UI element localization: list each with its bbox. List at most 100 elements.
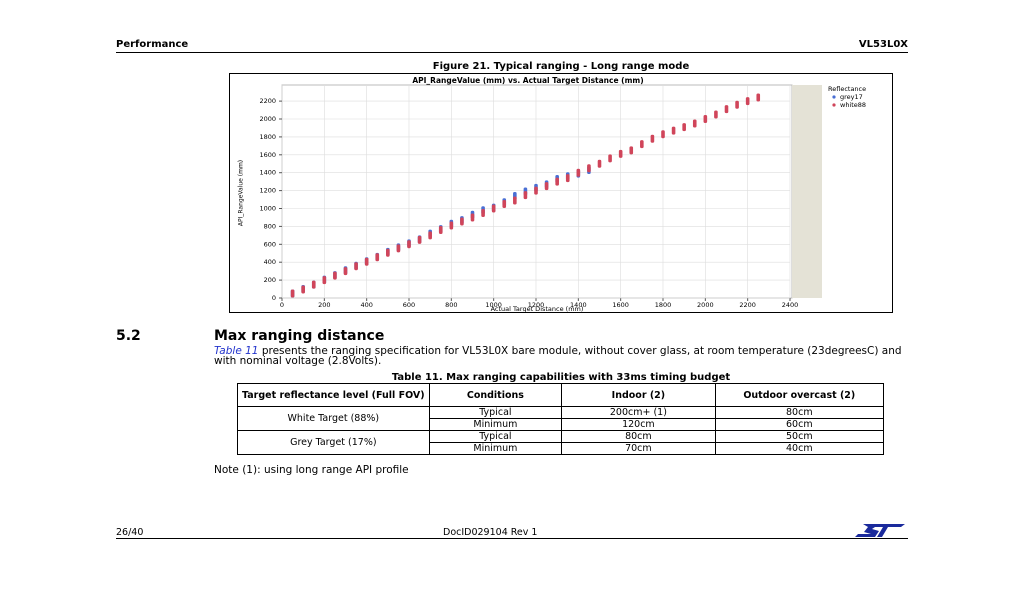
y-tick-label: 2000 [259, 115, 276, 123]
point [587, 164, 591, 173]
point [481, 208, 485, 217]
point [311, 280, 316, 289]
table-caption: Table 11. Max ranging capabilities with … [391, 372, 731, 383]
point [735, 100, 739, 109]
figure-caption: Figure 21. Typical ranging - Long range … [432, 61, 690, 72]
x-tick-label: 0 [280, 301, 284, 309]
point [502, 200, 507, 209]
point [745, 97, 750, 106]
link[interactable]: Table 11 [214, 345, 259, 357]
point [438, 225, 443, 234]
paragraph-text: presents the ranging specification for V… [214, 345, 902, 367]
point [428, 231, 432, 240]
footer-page: 26/40 [116, 527, 144, 538]
x-axis-label: Actual Target Distance (mm) [491, 305, 584, 313]
chart-title: API_RangeValue (mm) vs. Actual Target Di… [412, 76, 643, 85]
table: Target reflectance level (Full FOV) Condi… [237, 383, 885, 455]
footer-doc: DocID029104 Rev 1 [443, 527, 538, 538]
x-tick-label: 1000 [485, 301, 502, 309]
cell: 40cm [714, 442, 885, 455]
section-number: 5.2 [116, 328, 141, 344]
point [417, 235, 422, 244]
y-tick-label: 1400 [259, 169, 276, 177]
point [290, 289, 295, 298]
cell: 80cm [714, 406, 885, 419]
point [343, 267, 348, 276]
x-tick-label: 600 [403, 301, 415, 309]
chart: API_RangeValue (mm) vs. Actual Target Di… [229, 73, 893, 313]
point [491, 204, 496, 213]
cell: 200cm+ (1) [561, 406, 716, 419]
point [364, 257, 369, 266]
paragraph: Table 11 presents the ranging specificat… [214, 345, 904, 367]
cell: 60cm [714, 418, 885, 431]
y-tick-label: 200 [264, 276, 276, 284]
point [407, 240, 411, 249]
x-tick-label: 200 [318, 301, 330, 309]
header-cell: Conditions [428, 383, 563, 407]
point [714, 110, 718, 119]
st-logo [855, 524, 905, 537]
point [513, 196, 517, 205]
y-tick-label: 400 [264, 258, 276, 266]
legend-marker [832, 95, 836, 99]
point [618, 149, 623, 158]
point [629, 146, 634, 155]
y-tick-label: 1800 [259, 133, 276, 141]
cell: 50cm [714, 430, 885, 443]
x-tick-label: 1800 [655, 301, 672, 309]
point [449, 221, 454, 230]
x-tick-label: 800 [445, 301, 457, 309]
x-tick-label: 400 [360, 301, 372, 309]
header-cell: Target reflectance level (Full FOV) [237, 383, 430, 407]
legend-title: Reflectance [828, 85, 866, 93]
legend-marker [832, 103, 836, 107]
y-tick-label: 1000 [259, 205, 276, 213]
point [375, 253, 380, 262]
point [555, 177, 559, 186]
point [301, 285, 305, 294]
y-tick-label: 0 [272, 294, 276, 302]
y-tick-label: 1200 [259, 187, 276, 195]
point [534, 186, 538, 195]
x-tick-label: 2400 [782, 301, 799, 309]
y-tick-label: 600 [264, 240, 276, 248]
legend-entry: grey17 [840, 93, 863, 101]
y-tick-label: 1600 [259, 151, 276, 159]
header-cell: Indoor (2) [561, 383, 716, 407]
side-strip [792, 85, 822, 298]
cell: 70cm [561, 442, 716, 455]
point [470, 213, 475, 222]
point [460, 217, 464, 226]
point [354, 262, 358, 271]
cell: Minimum [428, 418, 563, 431]
point [724, 105, 729, 114]
cell: Grey Target (17%) [237, 430, 430, 455]
header-cell: Outdoor overcast (2) [714, 383, 885, 407]
x-tick-label: 2200 [739, 301, 756, 309]
x-tick-label: 1400 [570, 301, 587, 309]
point [544, 182, 549, 191]
cell: Minimum [428, 442, 563, 455]
header-rule [116, 52, 908, 53]
y-tick-label: 800 [264, 222, 276, 230]
section-title: Max ranging distance [214, 328, 385, 344]
point [333, 271, 337, 280]
point [322, 276, 327, 285]
point [386, 248, 390, 257]
point [396, 244, 401, 253]
point [682, 123, 686, 132]
cell: Typical [428, 406, 563, 419]
x-tick-label: 1200 [528, 301, 545, 309]
y-tick-label: 2200 [259, 97, 276, 105]
cell: White Target (88%) [237, 406, 430, 431]
x-tick-label: 2000 [697, 301, 714, 309]
point [576, 168, 581, 177]
header-left: Performance [116, 39, 189, 50]
point [565, 174, 570, 183]
cell: Typical [428, 430, 563, 443]
point [661, 130, 665, 139]
point [608, 154, 612, 163]
point [597, 159, 602, 168]
